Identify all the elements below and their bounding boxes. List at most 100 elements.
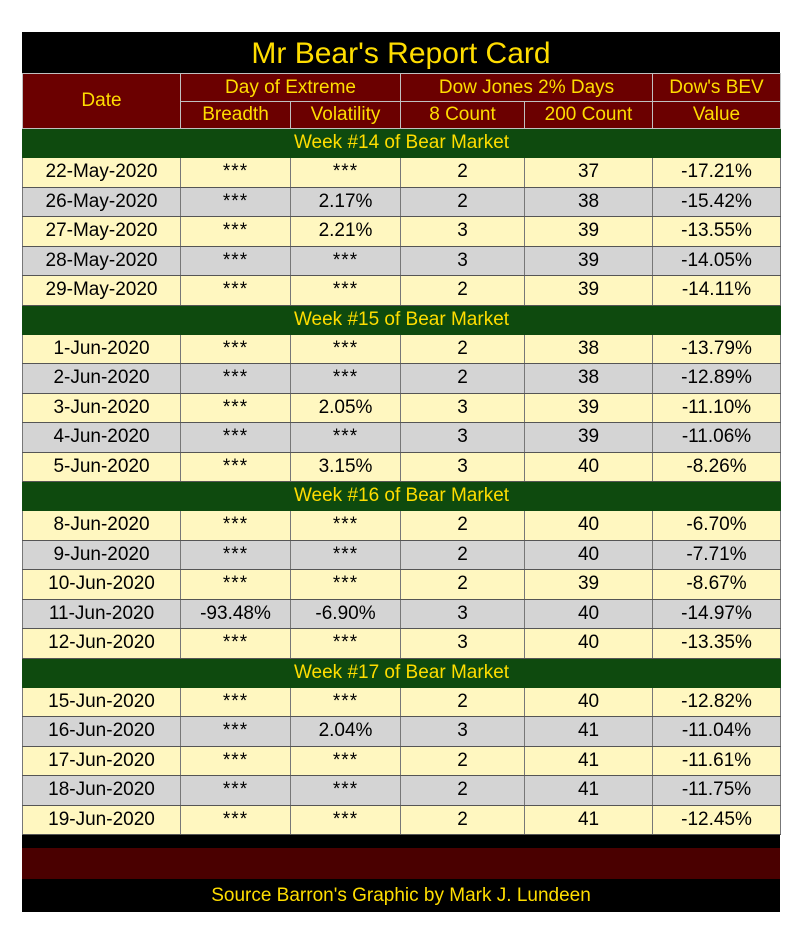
- cell-volatility: 2.05%: [290, 393, 401, 423]
- table-row: 1-Jun-2020 *** *** 2 38 -13.79%: [22, 334, 782, 364]
- cell-date: 2-Jun-2020: [22, 363, 181, 394]
- week-label: Week #17 of Bear Market: [21, 657, 782, 688]
- cell-8-count: 3: [400, 628, 525, 659]
- table-row: 10-Jun-2020 *** *** 2 39 -8.67%: [22, 569, 782, 600]
- cell-200-count: 38: [523, 363, 654, 394]
- table-body: Week #14 of Bear Market 22-May-2020 *** ***…: [21, 128, 782, 835]
- header-200-count: 200 Count: [523, 101, 654, 129]
- cell-date: 5-Jun-2020: [22, 452, 181, 482]
- cell-8-count: 3: [400, 246, 525, 276]
- cell-date: 18-Jun-2020: [22, 775, 181, 806]
- cell-volatility: 3.15%: [290, 452, 401, 482]
- table-row: 9-Jun-2020 *** *** 2 40 -7.71%: [22, 540, 782, 570]
- cell-8-count: 2: [400, 805, 525, 835]
- cell-bev-value: -12.89%: [652, 363, 782, 394]
- cell-200-count: 40: [523, 540, 654, 570]
- cell-date: 12-Jun-2020: [22, 628, 181, 659]
- cell-bev-value: -13.55%: [652, 216, 782, 247]
- header-8-count: 8 Count: [400, 101, 525, 129]
- cell-volatility: ***: [290, 569, 401, 600]
- header-dows-bev: Dow's BEV: [652, 73, 782, 102]
- cell-bev-value: -8.67%: [652, 569, 782, 600]
- cell-breadth: ***: [180, 716, 291, 747]
- cell-breadth: -93.48%: [180, 599, 291, 629]
- cell-volatility: 2.21%: [290, 216, 401, 247]
- cell-breadth: ***: [180, 393, 291, 423]
- cell-breadth: ***: [180, 422, 291, 453]
- cell-date: 15-Jun-2020: [22, 687, 181, 717]
- report-title: Mr Bear's Report Card: [251, 37, 551, 70]
- cell-date: 10-Jun-2020: [22, 569, 181, 600]
- header-day-of-extreme: Day of Extreme: [180, 73, 401, 102]
- cell-breadth: ***: [180, 334, 291, 364]
- header-bev-value: Value: [652, 101, 782, 129]
- cell-bev-value: -11.10%: [652, 393, 782, 423]
- cell-8-count: 2: [400, 569, 525, 600]
- cell-8-count: 2: [400, 746, 525, 776]
- header-dow-2pct-days: Dow Jones 2% Days: [399, 73, 654, 102]
- cell-volatility: ***: [290, 510, 401, 541]
- cell-date: 29-May-2020: [22, 275, 181, 306]
- cell-volatility: ***: [290, 275, 401, 306]
- week-header-row: Week #15 of Bear Market: [21, 304, 782, 335]
- cell-8-count: 2: [400, 775, 525, 806]
- cell-breadth: ***: [180, 746, 291, 776]
- table-row: 28-May-2020 *** *** 3 39 -14.05%: [22, 246, 782, 276]
- cell-8-count: 2: [400, 157, 525, 188]
- cell-date: 11-Jun-2020: [22, 599, 181, 629]
- cell-8-count: 3: [400, 216, 525, 247]
- cell-breadth: ***: [180, 687, 291, 717]
- cell-volatility: 2.04%: [290, 716, 401, 747]
- table-row: 5-Jun-2020 *** 3.15% 3 40 -8.26%: [22, 452, 782, 482]
- cell-200-count: 38: [523, 334, 654, 364]
- table-row: 2-Jun-2020 *** *** 2 38 -12.89%: [22, 363, 782, 394]
- cell-volatility: ***: [290, 363, 401, 394]
- cell-date: 19-Jun-2020: [22, 805, 181, 835]
- table-row: 27-May-2020 *** 2.21% 3 39 -13.55%: [22, 216, 782, 247]
- cell-200-count: 40: [523, 510, 654, 541]
- cell-200-count: 39: [523, 569, 654, 600]
- cell-200-count: 40: [523, 687, 654, 717]
- cell-volatility: ***: [290, 246, 401, 276]
- cell-breadth: ***: [180, 540, 291, 570]
- cell-date: 22-May-2020: [22, 157, 181, 188]
- cell-8-count: 3: [400, 452, 525, 482]
- cell-volatility: ***: [290, 775, 401, 806]
- cell-volatility: 2.17%: [290, 187, 401, 217]
- table-row: 19-Jun-2020 *** *** 2 41 -12.45%: [22, 805, 782, 835]
- footer-bar: [22, 848, 780, 879]
- cell-8-count: 3: [400, 599, 525, 629]
- cell-bev-value: -14.97%: [652, 599, 782, 629]
- cell-200-count: 39: [523, 422, 654, 453]
- cell-200-count: 39: [523, 216, 654, 247]
- cell-breadth: ***: [180, 187, 291, 217]
- source-credit: Source Barron's Graphic by Mark J. Lunde…: [211, 885, 591, 906]
- table-row: 29-May-2020 *** *** 2 39 -14.11%: [22, 275, 782, 306]
- cell-8-count: 2: [400, 275, 525, 306]
- cell-bev-value: -15.42%: [652, 187, 782, 217]
- week-label: Week #16 of Bear Market: [21, 481, 782, 511]
- cell-breadth: ***: [180, 157, 291, 188]
- cell-volatility: ***: [290, 422, 401, 453]
- cell-breadth: ***: [180, 216, 291, 247]
- cell-date: 16-Jun-2020: [22, 716, 181, 747]
- cell-bev-value: -14.05%: [652, 246, 782, 276]
- cell-breadth: ***: [180, 510, 291, 541]
- cell-bev-value: -13.79%: [652, 334, 782, 364]
- cell-200-count: 40: [523, 599, 654, 629]
- header-date: Date: [22, 73, 181, 129]
- cell-bev-value: -11.75%: [652, 775, 782, 806]
- cell-bev-value: -7.71%: [652, 540, 782, 570]
- table-row: 11-Jun-2020 -93.48% -6.90% 3 40 -14.97%: [22, 599, 782, 629]
- header-volatility: Volatility: [290, 101, 401, 129]
- cell-volatility: ***: [290, 746, 401, 776]
- cell-date: 27-May-2020: [22, 216, 181, 247]
- report-card: Mr Bear's Report Card Date Day of Extrem…: [21, 32, 782, 912]
- table-row: 18-Jun-2020 *** *** 2 41 -11.75%: [22, 775, 782, 806]
- cell-volatility: ***: [290, 334, 401, 364]
- table-row: 16-Jun-2020 *** 2.04% 3 41 -11.04%: [22, 716, 782, 747]
- week-label: Week #14 of Bear Market: [21, 128, 782, 158]
- cell-breadth: ***: [180, 363, 291, 394]
- cell-200-count: 41: [523, 775, 654, 806]
- cell-date: 17-Jun-2020: [22, 746, 181, 776]
